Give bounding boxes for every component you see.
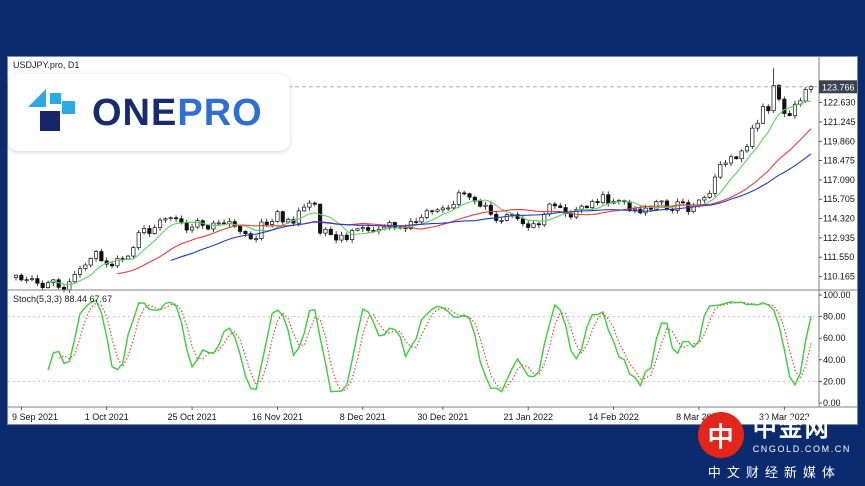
svg-text:30 Dec 2021: 30 Dec 2021 xyxy=(417,412,468,422)
axes: 122.630 121.245 119.860 118.475 117.090 115.7… xyxy=(8,57,857,422)
svg-text:16 Nov 2021: 16 Nov 2021 xyxy=(252,412,303,422)
svg-text:122.630: 122.630 xyxy=(823,98,856,108)
last-price-badge: 123.766 xyxy=(819,80,857,94)
svg-text:0.00: 0.00 xyxy=(823,398,841,408)
icon-shape-triangle xyxy=(28,88,46,107)
svg-text:80.00: 80.00 xyxy=(823,312,846,322)
icon-shape-light-square-top xyxy=(50,92,61,104)
price-chart-canvas[interactable]: 122.630 121.245 119.860 118.475 117.090 115.7… xyxy=(8,57,857,424)
svg-text:117.090: 117.090 xyxy=(823,175,855,185)
svg-text:9 Sep 2021: 9 Sep 2021 xyxy=(12,412,58,422)
symbol-label: USDJPY.pro, D1 xyxy=(13,60,80,70)
onepro-pro: PRO xyxy=(177,91,263,134)
icon-shape-light-square-right xyxy=(62,100,75,114)
cngold-circle-mark: 中 xyxy=(697,412,744,458)
moving-averages xyxy=(47,100,812,286)
svg-text:40.00: 40.00 xyxy=(823,355,846,365)
stochastic-lines xyxy=(47,299,812,393)
onepro-logo: ONEPRO xyxy=(8,74,290,151)
svg-text:114.320: 114.320 xyxy=(823,214,855,224)
onepro-logo-text: ONEPRO xyxy=(92,94,263,132)
svg-text:25 Oct 2021: 25 Oct 2021 xyxy=(168,412,217,422)
svg-text:112.935: 112.935 xyxy=(823,233,855,243)
svg-text:111.550: 111.550 xyxy=(823,252,854,262)
icon-shape-dark-square xyxy=(40,110,60,131)
svg-text:30 Mar 2022: 30 Mar 2022 xyxy=(759,412,810,422)
svg-text:100.00: 100.00 xyxy=(823,290,851,300)
svg-text:8 Dec 2021: 8 Dec 2021 xyxy=(340,412,386,422)
svg-text:123.766: 123.766 xyxy=(822,82,855,92)
cngold-domain: CNGOLD.COM.CN xyxy=(752,443,851,454)
svg-text:21 Jan 2022: 21 Jan 2022 xyxy=(503,412,553,422)
svg-text:115.705: 115.705 xyxy=(823,194,855,204)
onepro-logo-icon xyxy=(28,88,75,131)
cngold-logo: 中 中金网 CNGOLD.COM.CN 中文财经新媒体 xyxy=(697,412,851,481)
onepro-one: ONE xyxy=(92,91,178,134)
svg-text:118.475: 118.475 xyxy=(823,156,855,166)
cngold-names: 中金网 CNGOLD.COM.CN xyxy=(752,415,851,454)
cngold-name: 中金网 xyxy=(752,415,831,443)
cngold-logo-row: 中 中金网 CNGOLD.COM.CN xyxy=(697,412,851,458)
svg-text:121.245: 121.245 xyxy=(823,117,856,127)
cngold-tagline: 中文财经新媒体 xyxy=(707,465,841,480)
svg-text:8 Mar 2022: 8 Mar 2022 xyxy=(676,412,722,422)
svg-text:14 Feb 2022: 14 Feb 2022 xyxy=(588,412,639,422)
indicator-levels xyxy=(8,316,819,382)
svg-text:20.00: 20.00 xyxy=(823,376,846,386)
svg-text:1 Oct 2021: 1 Oct 2021 xyxy=(85,412,129,422)
svg-text:110.165: 110.165 xyxy=(823,272,855,282)
svg-text:119.860: 119.860 xyxy=(823,136,855,146)
stochastic-label: Stoch(5,3,3) 88.44 67.67 xyxy=(13,294,113,304)
svg-text:60.00: 60.00 xyxy=(823,333,846,343)
cngold-glyph: 中 xyxy=(707,421,734,452)
